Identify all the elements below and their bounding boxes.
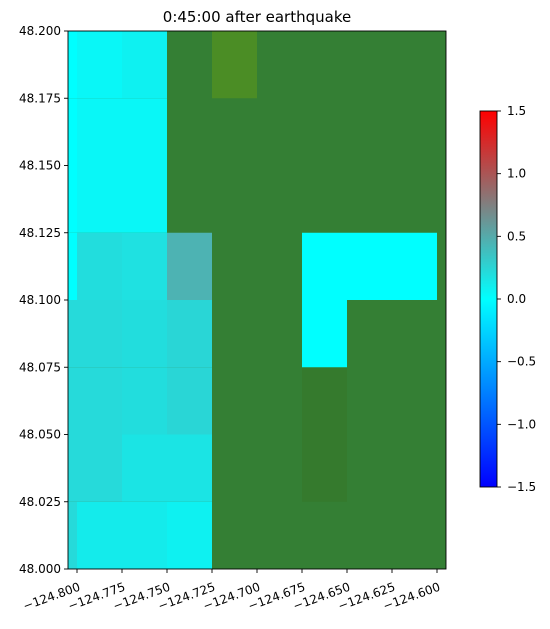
heatmap-cell-8 bbox=[68, 367, 77, 435]
heatmap-cell-7 bbox=[167, 434, 212, 502]
heatmap-cell-4 bbox=[68, 434, 77, 502]
land-cell-2 bbox=[302, 367, 347, 435]
heatmap-cell-17 bbox=[77, 232, 122, 300]
heatmap-cell-21 bbox=[77, 98, 122, 233]
heatmap-cell-23 bbox=[68, 31, 77, 99]
y-tick-label-1: 48.025 bbox=[19, 495, 61, 509]
y-tick-label-0: 48.000 bbox=[19, 562, 61, 576]
heatmap-cell-12 bbox=[68, 300, 77, 368]
colorbar-tick-label-1: −1.0 bbox=[507, 417, 536, 431]
chart-title: 0:45:00 after earthquake bbox=[163, 8, 351, 26]
y-tick-label-5: 48.125 bbox=[19, 226, 61, 240]
heatmap-cell-26 bbox=[302, 232, 347, 368]
heatmap-cell-27 bbox=[347, 232, 392, 300]
land-cell-0 bbox=[212, 31, 257, 99]
heatmap-cell-22 bbox=[122, 98, 167, 233]
colorbar-tick-label-6: 1.5 bbox=[507, 104, 526, 118]
plot-area bbox=[67, 30, 447, 570]
heatmap-cell-18 bbox=[122, 232, 167, 300]
x-axis: −124.800−124.775−124.750−124.725−124.700… bbox=[21, 569, 442, 613]
y-tick-label-4: 48.100 bbox=[19, 293, 61, 307]
heatmap-cell-6 bbox=[122, 434, 167, 502]
colorbar-tick-label-5: 1.0 bbox=[507, 167, 526, 181]
heatmap-cell-2 bbox=[122, 501, 167, 569]
heatmap-cell-25 bbox=[122, 31, 167, 99]
heatmap-cell-10 bbox=[122, 367, 167, 435]
y-axis: 48.000 48.025 48.050 48.075 48.100 48.125 48.1… bbox=[19, 24, 68, 576]
heatmap-cell-1 bbox=[77, 501, 122, 569]
y-tick-label-3: 48.075 bbox=[19, 360, 61, 374]
heatmap-cell-11 bbox=[167, 367, 212, 435]
y-tick-label-2: 48.050 bbox=[19, 428, 61, 442]
colorbar-gradient bbox=[479, 110, 498, 488]
colorbar-tick-label-2: −0.5 bbox=[507, 355, 536, 369]
colorbar-tick-label-3: 0.0 bbox=[507, 292, 526, 306]
heatmap-cell-20 bbox=[68, 98, 77, 233]
heatmap-cell-24 bbox=[77, 31, 122, 99]
heatmap-cell-28 bbox=[392, 232, 437, 300]
colorbar: −1.5 −1.0 −0.5 0.0 0.5 1.0 1.5 bbox=[479, 104, 536, 494]
heatmap-cell-19 bbox=[167, 232, 212, 300]
y-tick-label-8: 48.200 bbox=[19, 24, 61, 38]
heatmap-cell-3 bbox=[167, 501, 212, 569]
heatmap-cell-14 bbox=[122, 300, 167, 368]
colorbar-tick-label-4: 0.5 bbox=[507, 229, 526, 243]
heatmap-cell-0 bbox=[68, 501, 77, 569]
colorbar-tick-label-0: −1.5 bbox=[507, 480, 536, 494]
heatmap-cell-13 bbox=[77, 300, 122, 368]
y-tick-label-6: 48.150 bbox=[19, 159, 61, 173]
heatmap-cell-5 bbox=[77, 434, 122, 502]
land-cell-1 bbox=[302, 434, 347, 502]
heatmap-cell-9 bbox=[77, 367, 122, 435]
y-tick-label-7: 48.175 bbox=[19, 91, 61, 105]
heatmap-cell-15 bbox=[167, 300, 212, 368]
heatmap-cell-16 bbox=[68, 232, 77, 300]
